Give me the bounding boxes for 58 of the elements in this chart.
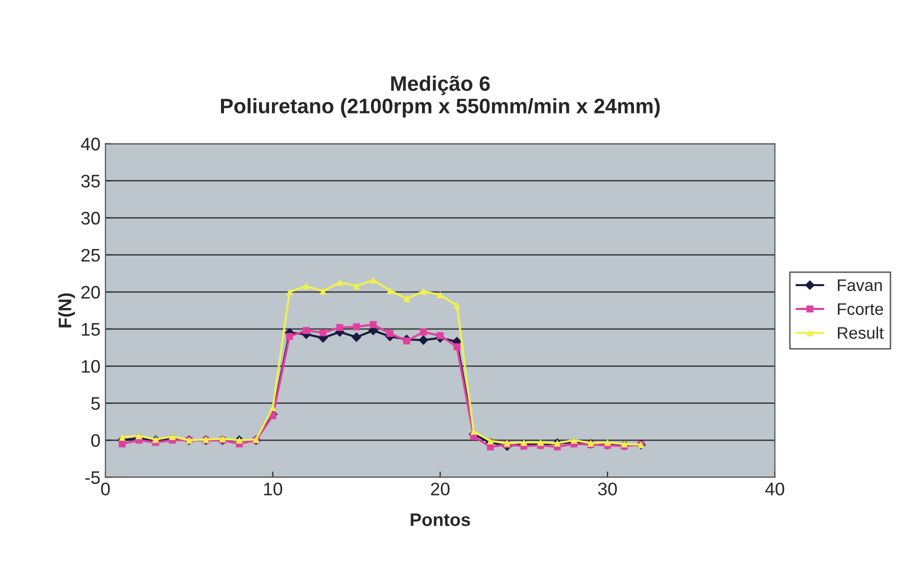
point bbox=[370, 276, 377, 284]
point bbox=[168, 433, 176, 440]
y-axis-title: F(N) bbox=[58, 293, 75, 328]
point bbox=[486, 437, 494, 444]
point bbox=[537, 438, 544, 446]
point bbox=[352, 332, 362, 342]
point bbox=[520, 438, 528, 446]
legend-label: Result bbox=[838, 326, 884, 339]
y-tick-label: 30 bbox=[81, 212, 100, 225]
point bbox=[604, 438, 611, 446]
point bbox=[336, 324, 344, 332]
y-tick-label: 10 bbox=[82, 360, 100, 373]
x-tick-label: 0 bbox=[101, 482, 110, 496]
x-tick-label: 40 bbox=[765, 482, 784, 496]
y-tick-label: 20 bbox=[81, 286, 100, 299]
point bbox=[570, 436, 578, 444]
y-tick-label: 40 bbox=[80, 138, 100, 150]
point bbox=[320, 288, 326, 295]
y-tick-label: 0 bbox=[91, 434, 100, 447]
point bbox=[453, 343, 460, 350]
point bbox=[118, 434, 126, 441]
y-tick-label: 15 bbox=[82, 323, 100, 336]
point bbox=[403, 337, 410, 344]
legend-label: Fcorte bbox=[838, 303, 884, 315]
point bbox=[269, 404, 276, 412]
point bbox=[118, 440, 126, 448]
point bbox=[470, 428, 478, 435]
x-tick-label: 20 bbox=[431, 482, 450, 496]
x-axis-title: Pontos bbox=[410, 513, 470, 526]
point bbox=[370, 321, 377, 328]
x-tick-label: 10 bbox=[264, 482, 282, 496]
y-tick-label: -5 bbox=[85, 471, 100, 484]
point bbox=[135, 432, 142, 440]
point bbox=[386, 330, 394, 337]
y-tick-label: 25 bbox=[81, 248, 100, 262]
point bbox=[386, 287, 394, 294]
point bbox=[453, 302, 460, 309]
point bbox=[620, 440, 628, 448]
x-tick-label: 30 bbox=[598, 482, 617, 496]
point bbox=[353, 282, 360, 290]
point bbox=[152, 436, 160, 443]
point bbox=[302, 282, 310, 290]
point bbox=[420, 328, 427, 336]
point bbox=[320, 329, 326, 336]
point bbox=[353, 323, 360, 330]
y-tick-label: 35 bbox=[81, 174, 100, 188]
point bbox=[286, 288, 294, 296]
legend-label: Favan bbox=[838, 279, 882, 292]
point bbox=[302, 327, 310, 334]
point bbox=[418, 335, 428, 346]
point bbox=[436, 291, 444, 298]
chart-title: Medição 6 Poliuretano (2100rpm x 550mm/min x 24mm) bbox=[220, 76, 660, 118]
point bbox=[403, 295, 410, 302]
point bbox=[286, 332, 294, 340]
point bbox=[336, 278, 344, 286]
y-tick-label: 5 bbox=[91, 397, 100, 410]
point bbox=[436, 332, 444, 340]
point bbox=[420, 288, 427, 295]
